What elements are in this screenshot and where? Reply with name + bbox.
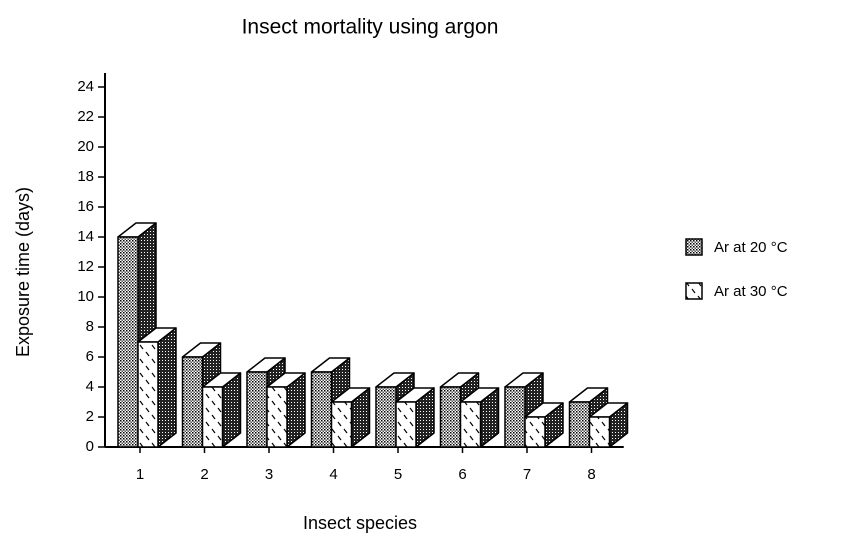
x-axis-label: Insect species (303, 513, 417, 533)
bar (395, 387, 435, 448)
bar-front (375, 386, 397, 448)
bar (137, 327, 177, 448)
bar-front (504, 386, 526, 448)
bar (524, 402, 564, 448)
y-tick-label: 24 (77, 78, 94, 95)
y-axis-label: Exposure time (days) (13, 187, 33, 357)
y-tick-label: 6 (86, 348, 94, 365)
bar-front (117, 236, 139, 448)
legend-swatch (685, 238, 703, 256)
y-tick-label: 16 (77, 198, 94, 215)
y-tick-label: 14 (77, 228, 94, 245)
bar-front (246, 371, 268, 448)
bar (201, 372, 242, 448)
y-tick-label: 8 (86, 318, 94, 335)
bar-front (568, 401, 591, 448)
y-tick-label: 12 (77, 258, 94, 275)
x-tick-label: 4 (329, 466, 337, 483)
x-tick-label: 7 (523, 466, 531, 483)
bar-front (395, 401, 417, 448)
y-tick-label: 22 (77, 108, 94, 125)
bar (266, 372, 306, 448)
bar-front (330, 401, 353, 448)
x-tick-label: 8 (587, 466, 595, 483)
y-tick-label: 4 (86, 378, 94, 395)
bar-front (439, 386, 462, 448)
x-tick-label: 6 (458, 466, 466, 483)
bar-front (181, 356, 204, 448)
x-tick-label: 3 (265, 466, 273, 483)
x-tick-label: 1 (136, 466, 144, 483)
bar-front (201, 386, 224, 448)
y-tick-label: 2 (86, 408, 94, 425)
y-tick-label: 18 (77, 168, 94, 185)
bar (330, 387, 371, 448)
x-tick-label: 5 (394, 466, 402, 483)
legend-label: Ar at 20 °C (714, 239, 788, 256)
bar-side (157, 327, 177, 448)
legend-swatch (685, 282, 703, 300)
legend-label: Ar at 30 °C (714, 283, 788, 300)
y-tick-label: 20 (77, 138, 94, 155)
bar-front (588, 416, 611, 448)
y-tick-label: 0 (86, 438, 94, 455)
y-tick-label: 10 (77, 288, 94, 305)
chart-title: Insect mortality using argon (242, 16, 499, 39)
bar-front (310, 371, 333, 448)
bar (459, 387, 500, 448)
x-tick-label: 2 (200, 466, 208, 483)
bar-front (524, 416, 546, 448)
bar-front (137, 341, 159, 448)
bar (588, 402, 629, 448)
bar-front (459, 401, 482, 448)
bar-front (266, 386, 288, 448)
